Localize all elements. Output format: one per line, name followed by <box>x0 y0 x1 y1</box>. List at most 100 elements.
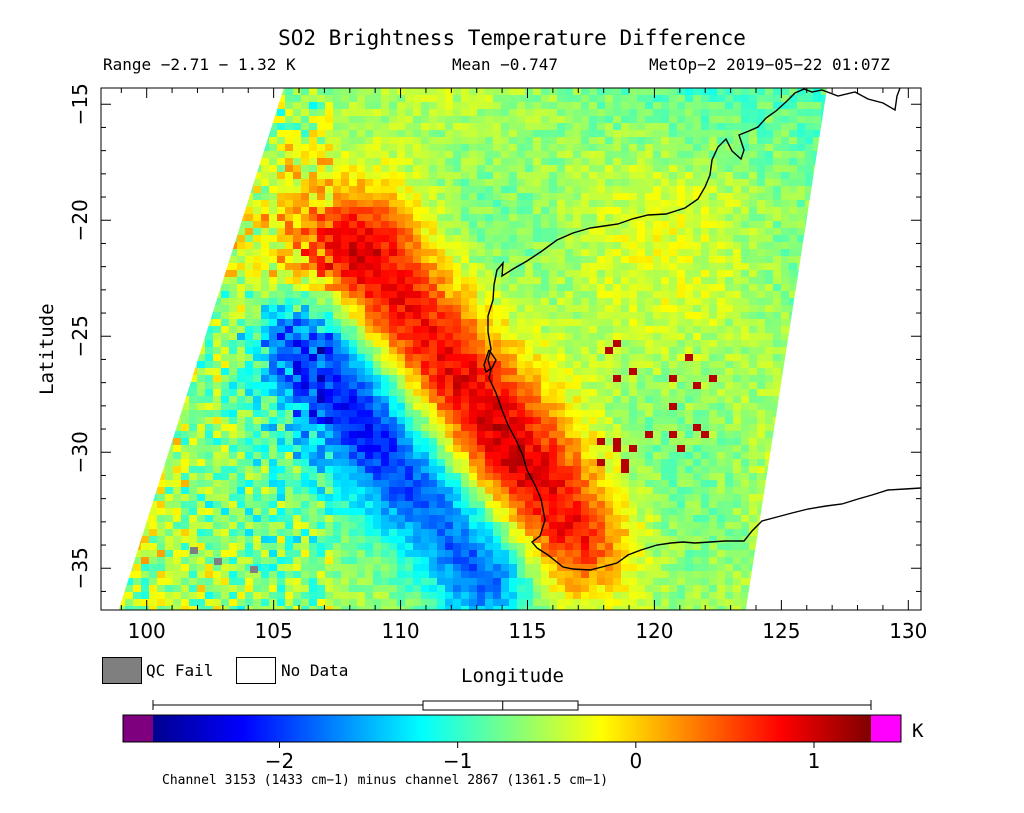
heatmap-cell <box>485 200 494 208</box>
heatmap-cell <box>749 277 758 285</box>
heatmap-cell <box>253 284 262 292</box>
heatmap-cell <box>118 312 126 320</box>
heatmap-cell <box>661 228 670 236</box>
heatmap-cell <box>693 326 702 334</box>
heatmap-cell <box>301 389 310 397</box>
heatmap-cell <box>253 382 262 390</box>
heatmap-cell <box>637 340 646 348</box>
heatmap-cell <box>373 200 382 208</box>
heatmap-cell <box>533 144 542 152</box>
heatmap-cell <box>909 256 918 264</box>
heatmap-cell <box>605 214 614 222</box>
heatmap-cell <box>349 193 358 201</box>
heatmap-cell <box>485 298 494 306</box>
heatmap-cell <box>701 319 710 327</box>
heatmap-cell <box>109 228 118 236</box>
heatmap-cell <box>613 361 622 369</box>
heatmap-cell <box>125 214 134 222</box>
heatmap-cell <box>877 249 886 257</box>
heatmap-cell <box>141 256 150 264</box>
heatmap-cell <box>285 151 294 159</box>
heatmap-cell <box>493 368 502 376</box>
heatmap-cell <box>821 368 828 376</box>
heatmap-cell <box>485 291 494 299</box>
heatmap-cell <box>637 102 646 110</box>
heatmap-cell <box>157 354 166 362</box>
heatmap-cell <box>525 298 534 306</box>
heatmap-cell <box>909 340 918 348</box>
heatmap-cell <box>429 410 438 418</box>
heatmap-cell <box>493 165 502 173</box>
heatmap-cell <box>413 88 422 96</box>
heatmap-cell <box>693 368 702 376</box>
heatmap-cell <box>501 340 510 348</box>
heatmap-cell <box>693 375 702 383</box>
heatmap-cell <box>573 375 582 383</box>
heatmap-cell <box>509 214 518 222</box>
heatmap-cell <box>125 347 134 355</box>
heatmap-cell <box>317 249 326 257</box>
heatmap-cell <box>357 410 366 418</box>
heatmap-cell <box>173 347 182 355</box>
heatmap-cell <box>829 354 838 362</box>
heatmap-cell <box>605 144 614 152</box>
heatmap-cell <box>869 151 878 159</box>
heatmap-cell <box>549 158 558 166</box>
heatmap-cell <box>645 256 654 264</box>
heatmap-cell <box>149 193 158 201</box>
heatmap-cell <box>701 354 710 362</box>
heatmap-cell <box>837 354 846 362</box>
heatmap-cell <box>125 333 134 341</box>
heatmap-cell <box>373 235 382 243</box>
heatmap-cell <box>685 123 694 131</box>
heatmap-cell <box>653 354 662 362</box>
heatmap-cell <box>645 172 654 180</box>
heatmap-cell <box>205 235 214 243</box>
heatmap-cell <box>341 137 350 145</box>
heatmap-cell <box>237 109 246 117</box>
heatmap-cell <box>118 102 126 110</box>
heatmap-cell <box>597 151 606 159</box>
heatmap-cell <box>645 242 654 250</box>
heatmap-cell <box>533 396 542 404</box>
heatmap-cell <box>669 417 678 425</box>
heatmap-cell <box>773 109 782 117</box>
heatmap-cell <box>861 256 870 264</box>
heatmap-cell <box>357 130 366 138</box>
heatmap-cell <box>325 207 334 215</box>
heatmap-cell <box>469 382 478 390</box>
heatmap-cell <box>133 200 142 208</box>
heatmap-cell <box>269 361 278 369</box>
heatmap-cell <box>293 270 302 278</box>
heatmap-cell <box>333 137 342 145</box>
heatmap-cell <box>341 158 350 166</box>
heatmap-cell <box>549 172 558 180</box>
heatmap-cell <box>661 368 670 376</box>
heatmap-cell <box>781 389 790 397</box>
heatmap-cell <box>845 298 854 306</box>
heatmap-cell <box>597 340 606 348</box>
heatmap-cell <box>861 319 870 327</box>
heatmap-cell <box>109 396 118 404</box>
heatmap-cell <box>549 123 558 131</box>
heatmap-cell <box>365 298 374 306</box>
heatmap-cell <box>701 109 710 117</box>
heatmap-cell <box>501 326 510 334</box>
heatmap-cell <box>733 102 742 110</box>
heatmap-cell <box>797 333 806 341</box>
heatmap-cell <box>621 340 630 348</box>
heatmap-cell <box>381 333 390 341</box>
heatmap-cell <box>221 361 230 369</box>
heatmap-cell <box>101 410 110 418</box>
heatmap-cell <box>357 158 366 166</box>
heatmap-cell <box>181 319 190 327</box>
heatmap-cell <box>613 207 622 215</box>
heatmap-cell <box>725 165 734 173</box>
heatmap-cell <box>781 340 790 348</box>
heatmap-cell <box>381 88 390 96</box>
heatmap-cell <box>309 417 318 425</box>
heatmap-cell <box>141 249 150 257</box>
heatmap-cell <box>421 396 430 404</box>
heatmap-cell <box>101 256 110 264</box>
heatmap-cell <box>613 235 622 243</box>
